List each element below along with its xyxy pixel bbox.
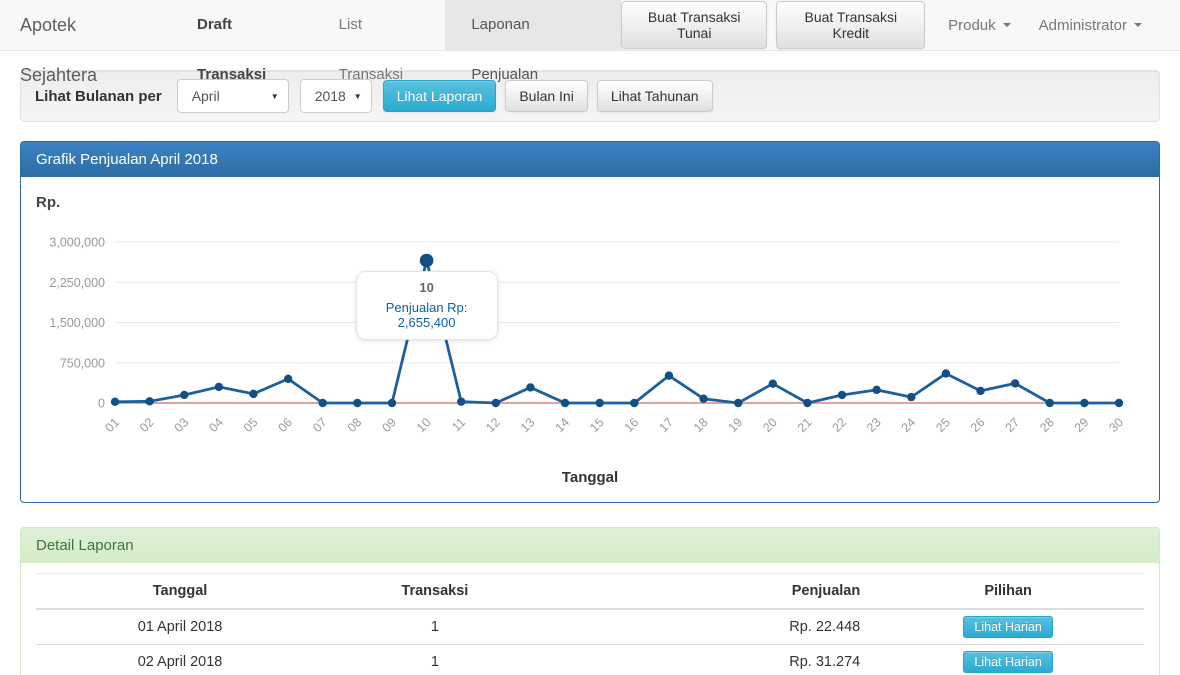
detail-panel-title: Detail Laporan <box>21 528 1159 563</box>
svg-text:23: 23 <box>864 415 884 435</box>
table-row: 01 April 2018 1 Rp. 22.448 Lihat Harian <box>36 608 1144 645</box>
caret-down-icon <box>1134 23 1142 27</box>
lihat-tahunan-button[interactable]: Lihat Tahunan <box>596 80 713 112</box>
sales-line-chart[interactable]: 0 750,000 1,500,000 2,250,000 3,000,000 01 02 0… <box>21 177 1159 502</box>
report-table-body: 01 April 2018 1 Rp. 22.448 Lihat Harian 02 A… <box>36 608 1144 675</box>
svg-text:1,500,000: 1,500,000 <box>49 316 105 330</box>
buat-transaksi-tunai-button[interactable]: Buat Transaksi Tunai <box>620 1 768 49</box>
svg-text:05: 05 <box>241 415 261 435</box>
detail-report-panel: Detail Laporan Tanggal Transaksi Penjual… <box>20 527 1160 675</box>
table-header-row: Tanggal Transaksi Penjualan Pilihan <box>36 573 1144 610</box>
svg-text:03: 03 <box>172 415 192 435</box>
sales-chart-panel: Grafik Penjualan April 2018 Rp. 0 750,000… <box>20 141 1160 503</box>
select-caret-icon: ▼ <box>353 91 362 101</box>
cell-pilihan: Lihat Harian <box>900 644 1144 675</box>
svg-text:15: 15 <box>587 415 607 435</box>
svg-text:28: 28 <box>1037 415 1057 435</box>
svg-text:12: 12 <box>483 415 503 435</box>
chart-tooltip: 10 Penjualan Rp: 2,655,400 <box>355 271 498 341</box>
svg-text:07: 07 <box>310 415 330 435</box>
cell-tanggal: 02 April 2018 <box>36 644 325 675</box>
svg-text:11: 11 <box>449 415 468 434</box>
produk-dropdown-label: Produk <box>948 16 996 34</box>
y-axis-unit-label: Rp. <box>36 194 61 211</box>
col-header-penjualan: Penjualan <box>545 573 901 610</box>
svg-text:18: 18 <box>691 415 711 435</box>
svg-text:16: 16 <box>622 415 642 435</box>
nav-item-list-transaksi[interactable]: List Transaksi <box>338 16 404 83</box>
svg-text:2,250,000: 2,250,000 <box>49 276 105 290</box>
cell-pilihan: Lihat Harian <box>900 608 1144 645</box>
svg-text:29: 29 <box>1072 415 1092 435</box>
tooltip-day: 10 <box>419 280 434 296</box>
cell-tanggal: 01 April 2018 <box>36 608 325 645</box>
svg-text:22: 22 <box>829 415 849 435</box>
cell-penjualan: Rp. 31.274 <box>545 644 901 675</box>
cell-transaksi: 1 <box>324 608 546 645</box>
svg-text:24: 24 <box>899 415 919 435</box>
col-header-pilihan: Pilihan <box>900 573 1144 610</box>
svg-text:19: 19 <box>726 415 746 435</box>
cell-penjualan: Rp. 22.448 <box>545 608 901 645</box>
brand[interactable]: Apotek Sejahtera <box>20 15 98 85</box>
navbar-right: Buat Transaksi Tunai Buat Transaksi Kred… <box>620 0 1180 50</box>
svg-text:14: 14 <box>552 415 572 435</box>
produk-dropdown[interactable]: Produk <box>934 0 1025 50</box>
buat-transaksi-kredit-button[interactable]: Buat Transaksi Kredit <box>776 1 926 49</box>
svg-text:01: 01 <box>102 415 122 435</box>
svg-text:06: 06 <box>275 415 295 435</box>
select-caret-icon: ▼ <box>270 91 279 101</box>
year-select[interactable]: 2018 ▼ <box>299 79 372 113</box>
caret-down-icon <box>1002 23 1011 27</box>
administrator-dropdown-label: Administrator <box>1038 16 1127 34</box>
svg-text:09: 09 <box>379 415 399 435</box>
x-axis-title: Tanggal <box>561 469 619 486</box>
cell-transaksi: 1 <box>324 644 546 675</box>
lihat-laporan-button[interactable]: Lihat Laporan <box>382 80 497 112</box>
svg-text:13: 13 <box>518 415 538 435</box>
svg-text:26: 26 <box>968 415 988 435</box>
lihat-harian-button[interactable]: Lihat Harian <box>963 651 1053 673</box>
svg-text:08: 08 <box>345 415 365 435</box>
report-table: Tanggal Transaksi Penjualan Pilihan 01 A… <box>36 573 1144 675</box>
table-row: 02 April 2018 1 Rp. 31.274 Lihat Harian <box>36 644 1144 675</box>
month-select[interactable]: April ▼ <box>176 79 289 113</box>
svg-text:17: 17 <box>656 415 676 435</box>
month-select-value: April <box>191 88 220 104</box>
tooltip-value: Penjualan Rp: 2,655,400 <box>385 300 468 331</box>
svg-text:750,000: 750,000 <box>60 356 105 370</box>
svg-text:25: 25 <box>933 415 953 435</box>
svg-text:21: 21 <box>795 415 815 435</box>
svg-text:30: 30 <box>1106 415 1126 435</box>
svg-text:27: 27 <box>1003 415 1023 435</box>
chart-panel-title: Grafik Penjualan April 2018 <box>21 142 1159 177</box>
col-header-transaksi: Transaksi <box>324 573 546 610</box>
lihat-harian-button[interactable]: Lihat Harian <box>963 616 1053 638</box>
svg-text:02: 02 <box>137 415 157 435</box>
svg-text:04: 04 <box>206 415 226 435</box>
chart-canvas[interactable]: Rp. 0 750,000 1,500,000 2,250,000 3,000,000 0… <box>21 177 1159 502</box>
nav-item-draft-transaksi[interactable]: Draft Transaksi <box>197 16 267 83</box>
administrator-dropdown[interactable]: Administrator <box>1025 0 1156 50</box>
svg-text:10: 10 <box>414 415 434 435</box>
nav-item-laporan-penjualan[interactable]: Laponan Penjualan <box>445 0 621 83</box>
svg-text:3,000,000: 3,000,000 <box>49 236 105 250</box>
filter-label: Lihat Bulanan per <box>35 87 162 105</box>
bulan-ini-button[interactable]: Bulan Ini <box>505 80 588 112</box>
report-filter-bar: Lihat Bulanan per April ▼ 2018 ▼ Lihat L… <box>20 70 1160 122</box>
year-select-value: 2018 <box>314 88 346 104</box>
detail-table-container: Tanggal Transaksi Penjualan Pilihan 01 A… <box>21 563 1159 675</box>
svg-text:0: 0 <box>98 397 105 411</box>
svg-text:20: 20 <box>760 415 780 435</box>
navbar: Apotek Sejahtera Draft Transaksi List Tr… <box>0 0 1180 85</box>
col-header-tanggal: Tanggal <box>36 573 325 610</box>
